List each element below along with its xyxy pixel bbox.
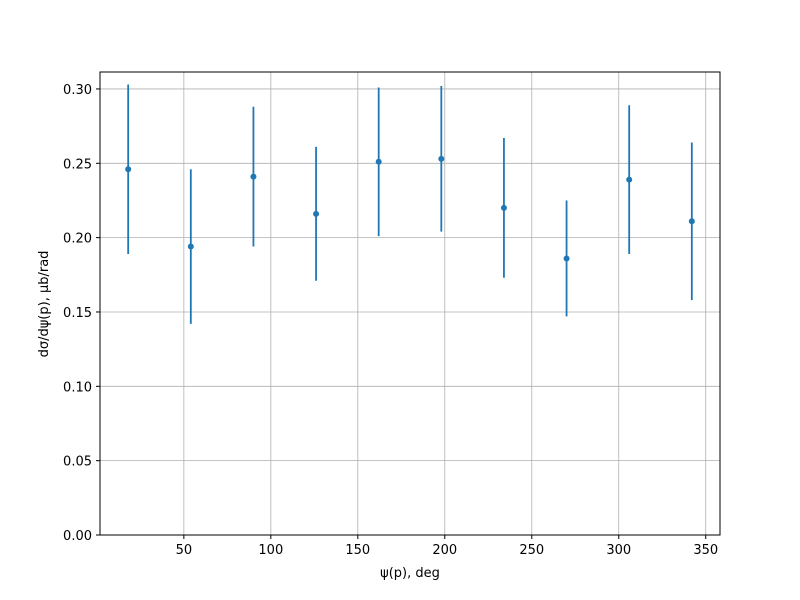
y-tick-label: 0.05 (63, 455, 92, 470)
plot-frame (99, 71, 721, 536)
data-point (563, 255, 570, 262)
x-tick-label: 250 (519, 543, 544, 558)
data-point (438, 155, 445, 162)
data-point (626, 176, 633, 183)
data-point (187, 243, 194, 250)
data-point (250, 173, 257, 180)
y-tick-label: 0.00 (63, 529, 92, 544)
y-tick-label: 0.25 (63, 157, 92, 172)
x-tick-label: 200 (432, 543, 457, 558)
x-axis-label: ψ(p), deg (380, 566, 440, 581)
y-tick-label: 0.30 (63, 83, 92, 98)
data-point (125, 166, 132, 173)
y-tick-label: 0.20 (63, 232, 92, 247)
x-tick-label: 350 (693, 543, 718, 558)
y-tick-label: 0.15 (63, 306, 92, 321)
x-tick-label: 100 (258, 543, 283, 558)
data-point (313, 210, 320, 217)
data-point (500, 204, 507, 211)
x-tick-label: 150 (345, 543, 370, 558)
x-tick-label: 50 (176, 543, 193, 558)
data-point (375, 158, 382, 165)
x-tick-label: 300 (606, 543, 631, 558)
y-tick-label: 0.10 (63, 380, 92, 395)
y-axis-label: dσ/dψ(p), μb/rad (37, 251, 52, 358)
data-point (688, 218, 695, 225)
